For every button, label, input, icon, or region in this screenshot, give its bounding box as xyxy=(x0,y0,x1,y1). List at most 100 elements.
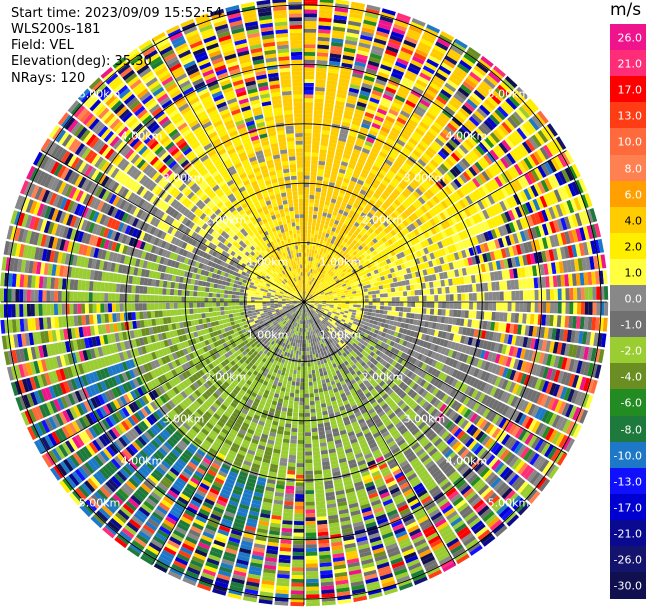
range-gate xyxy=(345,273,350,277)
range-gate xyxy=(312,214,318,219)
range-gate xyxy=(401,106,413,115)
range-gate xyxy=(394,20,409,29)
range-gate xyxy=(304,351,307,356)
range-gate xyxy=(312,292,316,296)
range-gate xyxy=(399,193,407,201)
range-gate xyxy=(314,234,318,239)
range-gate xyxy=(346,261,351,266)
range-gate xyxy=(440,316,446,324)
range-gate xyxy=(513,178,523,191)
range-gate xyxy=(294,517,304,522)
range-gate xyxy=(480,55,494,68)
range-gate xyxy=(497,84,510,97)
range-gate xyxy=(386,45,399,54)
range-gate xyxy=(377,108,388,116)
range-gate xyxy=(305,296,309,300)
range-gate xyxy=(306,297,310,301)
range-gate xyxy=(425,211,433,220)
range-gate xyxy=(465,168,475,179)
range-gate xyxy=(434,295,439,301)
range-gate xyxy=(314,283,317,287)
range-gate xyxy=(491,111,503,123)
range-gate xyxy=(355,266,360,272)
range-gate xyxy=(545,314,550,326)
range-gate xyxy=(305,532,317,537)
range-gate xyxy=(501,139,512,152)
range-gate xyxy=(526,313,531,325)
range-gate xyxy=(305,287,307,292)
range-gate xyxy=(306,343,309,348)
range-gate xyxy=(367,60,380,68)
range-gate xyxy=(408,25,423,34)
range-gate xyxy=(475,175,484,186)
range-gate xyxy=(318,17,332,23)
range-gate xyxy=(325,285,330,289)
range-gate xyxy=(352,72,364,79)
range-gate xyxy=(439,131,450,141)
range-gate xyxy=(315,372,320,378)
range-gate xyxy=(355,287,360,291)
range-gate xyxy=(385,187,393,194)
range-gate xyxy=(502,280,508,291)
range-gate xyxy=(461,141,472,152)
range-gate xyxy=(321,279,326,284)
range-gate xyxy=(309,272,312,277)
range-gate xyxy=(322,280,327,285)
range-gate xyxy=(290,602,304,607)
range-gate xyxy=(355,313,360,317)
range-gate xyxy=(305,567,319,572)
range-gate xyxy=(389,222,396,229)
range-gate xyxy=(329,247,335,253)
range-gate xyxy=(308,253,312,258)
range-gate xyxy=(296,463,304,468)
range-gate xyxy=(550,157,561,171)
range-gate xyxy=(457,87,470,98)
range-gate xyxy=(327,280,332,285)
range-gate xyxy=(397,54,411,63)
range-gate xyxy=(319,283,324,287)
range-gate xyxy=(398,286,403,292)
range-gate xyxy=(487,311,493,321)
range-gate xyxy=(304,67,315,72)
range-gate xyxy=(361,82,373,90)
range-gate xyxy=(311,160,318,165)
range-gate xyxy=(440,62,454,72)
range-gate xyxy=(573,302,578,315)
range-gate xyxy=(547,159,557,173)
range-gate xyxy=(431,171,441,181)
range-gate xyxy=(413,108,425,118)
range-gate xyxy=(339,74,351,80)
range-gate xyxy=(304,424,311,429)
range-gate xyxy=(405,318,410,324)
range-gate xyxy=(287,462,296,467)
range-gate xyxy=(390,229,397,236)
range-gate xyxy=(323,290,328,293)
range-gate xyxy=(399,251,406,258)
range-gate xyxy=(345,216,352,223)
range-gate xyxy=(315,86,325,92)
range-gate xyxy=(336,212,343,218)
range-gate xyxy=(356,307,361,311)
range-gate xyxy=(454,113,465,124)
range-gate xyxy=(352,309,357,313)
range-gate xyxy=(337,89,348,95)
range-gate xyxy=(330,262,335,267)
range-gate xyxy=(445,142,456,152)
range-gate xyxy=(432,195,440,204)
range-gate xyxy=(326,84,337,89)
range-gate xyxy=(314,481,324,487)
range-gate xyxy=(394,174,403,182)
range-gate xyxy=(530,169,540,182)
range-gate xyxy=(316,176,323,181)
range-gate xyxy=(398,153,407,162)
range-gate xyxy=(317,523,328,529)
range-gate xyxy=(416,242,423,250)
range-gate xyxy=(313,113,323,119)
range-gate xyxy=(320,141,329,147)
range-gate xyxy=(476,292,481,301)
range-gate xyxy=(541,314,547,326)
range-gate xyxy=(357,256,363,262)
range-gate xyxy=(376,209,383,216)
range-gate xyxy=(312,282,315,286)
range-gate xyxy=(430,227,437,235)
